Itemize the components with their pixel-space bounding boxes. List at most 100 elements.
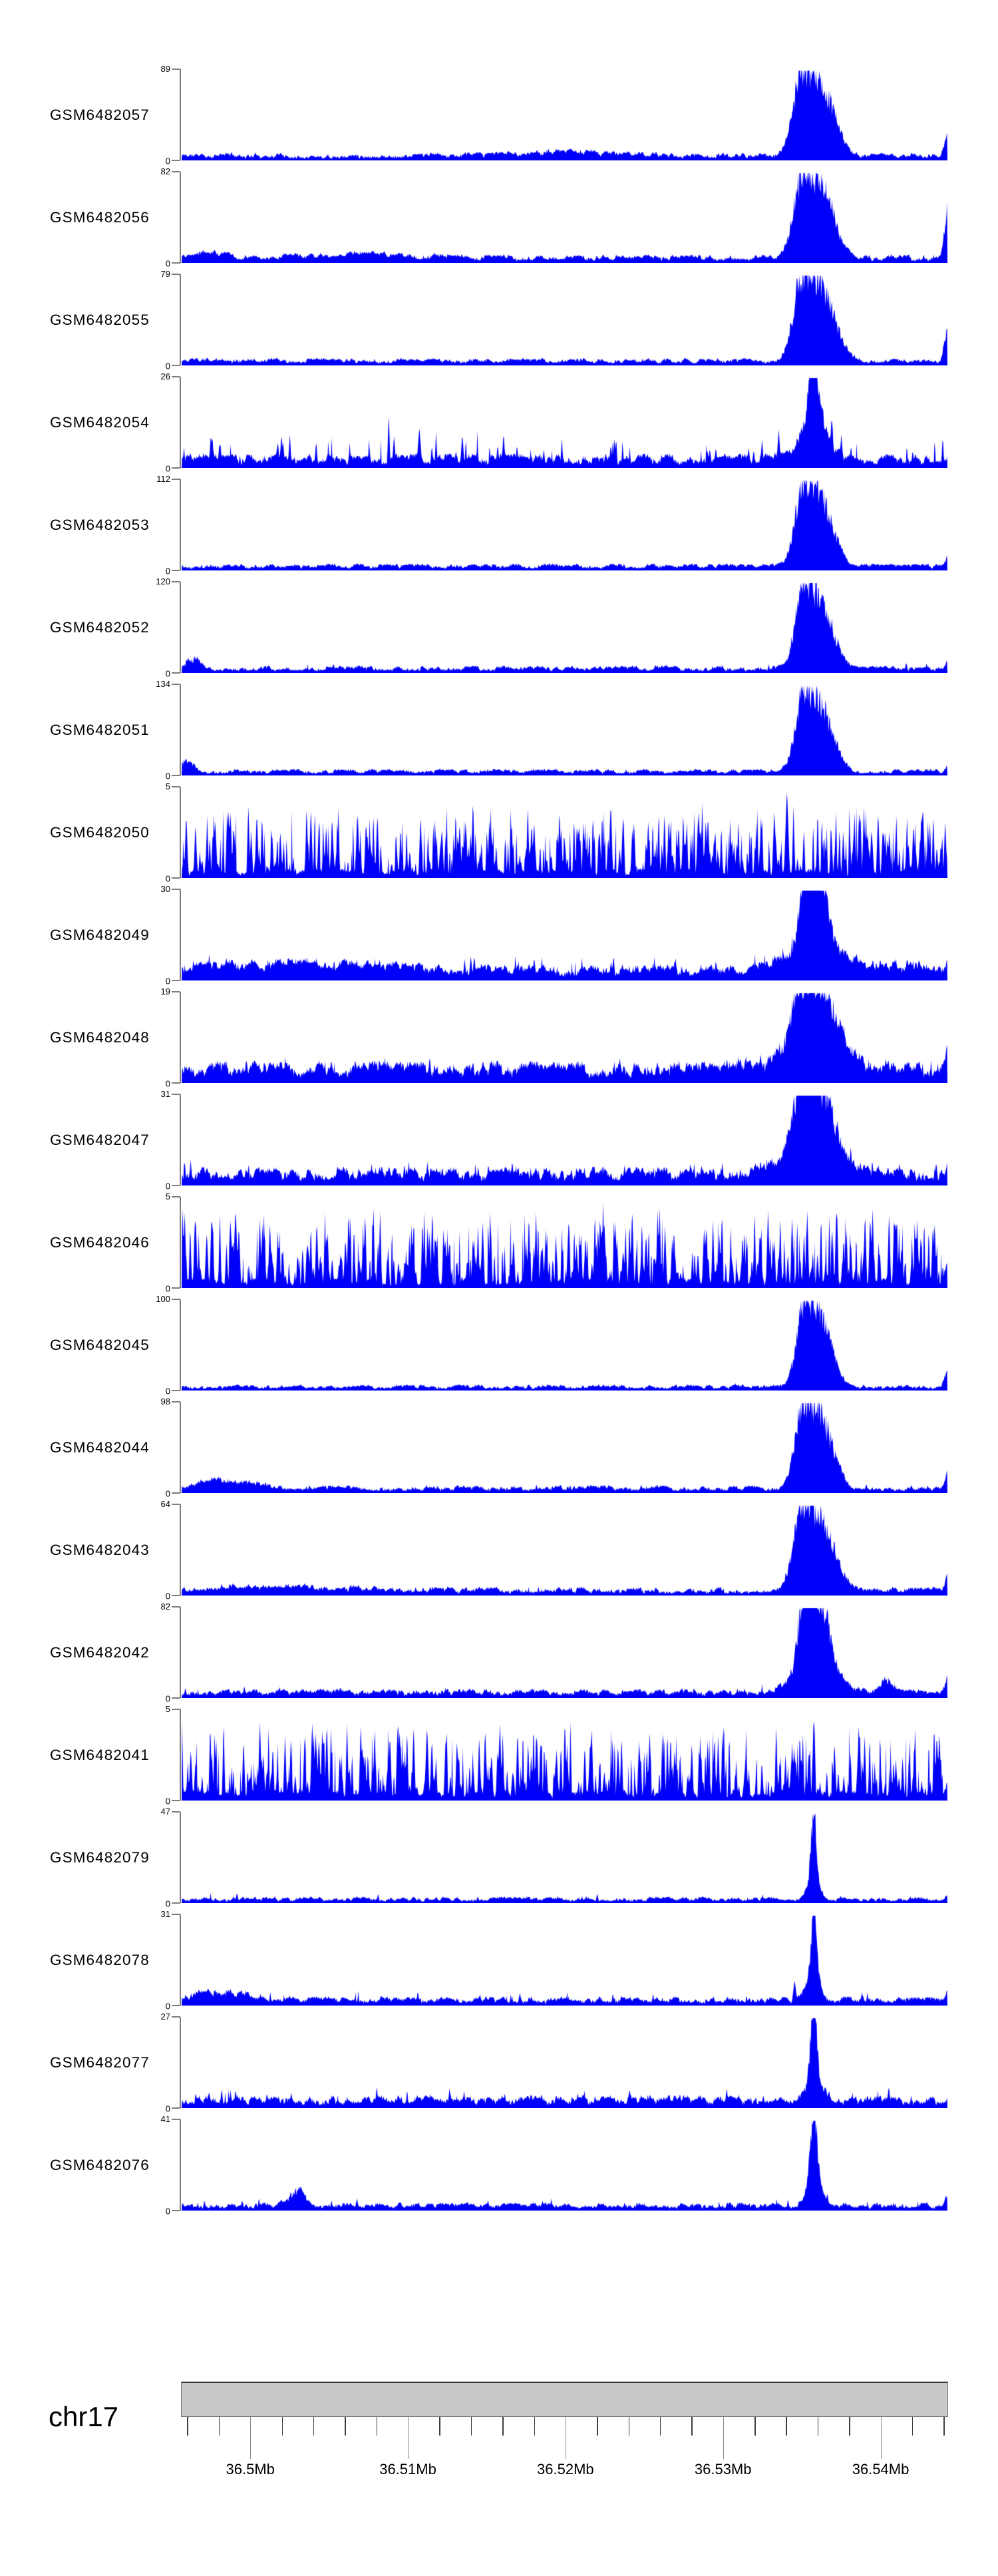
y-axis-max-label: 5: [165, 781, 170, 791]
y-axis-max-label: 89: [160, 63, 170, 74]
y-axis-top-tick: [172, 1094, 180, 1095]
track-row: GSM6482051 134 0: [0, 679, 998, 781]
track-label: GSM6482045: [50, 1336, 150, 1353]
signal-area-canvas: [182, 1914, 947, 2006]
y-axis-zero-label: 0: [165, 1181, 170, 1191]
y-axis-zero-label: 0: [165, 361, 170, 371]
ruler-minor-tick: [313, 2417, 315, 2436]
track-row: GSM6482044 98 0: [0, 1396, 998, 1498]
track-label: GSM6482042: [50, 1643, 150, 1661]
signal-area-canvas: [182, 684, 947, 775]
track-row: GSM6482052 120 0: [0, 576, 998, 678]
y-axis-line: [180, 1709, 181, 1801]
y-axis-zero-label: 0: [165, 668, 170, 679]
ruler-minor-tick: [597, 2417, 598, 2436]
y-axis-zero-tick: [172, 1800, 180, 1801]
y-axis-line: [180, 582, 181, 673]
y-axis-top-tick: [172, 991, 180, 992]
y-axis-zero-label: 0: [165, 771, 170, 781]
track-label: GSM6482049: [50, 926, 150, 943]
track-label: GSM6482077: [50, 2053, 150, 2071]
y-axis-line: [180, 172, 181, 263]
track-row: GSM6482041 5 0: [0, 1704, 998, 1806]
y-axis-max-label: 47: [160, 1806, 170, 1817]
y-axis-zero-label: 0: [165, 1796, 170, 1807]
y-axis-line: [180, 2119, 181, 2211]
y-axis-top-tick: [172, 1504, 180, 1505]
track-label: GSM6482076: [50, 2156, 150, 2173]
track-label: GSM6482041: [50, 1746, 150, 1763]
track-label: GSM6482043: [50, 1541, 150, 1558]
y-axis-zero-label: 0: [165, 566, 170, 576]
track-label: GSM6482056: [50, 208, 150, 226]
y-axis-top-tick: [172, 1606, 180, 1608]
ruler-minor-tick: [439, 2417, 440, 2436]
track-row: GSM6482043 64 0: [0, 1499, 998, 1601]
signal-area-canvas: [182, 1197, 947, 1288]
signal-area-canvas: [182, 377, 947, 468]
track-row: GSM6482077 27 0: [0, 2012, 998, 2113]
track-row: GSM6482045 100 0: [0, 1294, 998, 1396]
ruler-minor-tick: [659, 2417, 661, 2436]
y-axis-zero-label: 0: [165, 2206, 170, 2217]
y-axis-line: [180, 787, 181, 878]
signal-area-canvas: [182, 1299, 947, 1391]
track-row: GSM6482056 82 0: [0, 166, 998, 268]
y-axis-line: [180, 1504, 181, 1596]
y-axis-max-label: 120: [156, 576, 170, 586]
y-axis-max-label: 82: [160, 166, 170, 176]
y-axis-max-label: 98: [160, 1396, 170, 1406]
y-axis-zero-label: 0: [165, 156, 170, 166]
y-axis-zero-tick: [172, 877, 180, 879]
track-row: GSM6482049 30 0: [0, 884, 998, 986]
y-axis-top-tick: [172, 1914, 180, 1915]
ruler-coordinate-label: 36.53Mb: [694, 2461, 752, 2477]
y-axis-zero-label: 0: [165, 258, 170, 269]
signal-area-canvas: [182, 582, 947, 673]
track-label: GSM6482057: [50, 106, 150, 123]
ruler-minor-tick: [470, 2417, 472, 2436]
ruler-minor-tick: [502, 2417, 504, 2436]
track-label: GSM6482048: [50, 1028, 150, 1046]
y-axis-zero-label: 0: [165, 463, 170, 474]
y-axis-max-label: 31: [160, 1908, 170, 1919]
y-axis-zero-label: 0: [165, 1078, 170, 1089]
signal-area-canvas: [182, 1709, 947, 1801]
ruler-minor-tick: [628, 2417, 630, 2436]
track-label: GSM6482051: [50, 721, 150, 738]
y-axis-zero-tick: [172, 365, 180, 366]
signal-area-canvas: [182, 479, 947, 570]
y-axis-top-tick: [172, 581, 180, 582]
y-axis-line: [180, 274, 181, 365]
y-axis-top-tick: [172, 376, 180, 377]
ruler-minor-tick: [376, 2417, 378, 2436]
y-axis-zero-tick: [172, 775, 180, 776]
signal-area-canvas: [182, 1607, 947, 1698]
y-axis-line: [180, 992, 181, 1083]
track-row: GSM6482047 31 0: [0, 1089, 998, 1191]
ruler-minor-tick: [345, 2417, 346, 2436]
track-label: GSM6482078: [50, 1951, 150, 1968]
signal-area-canvas: [182, 172, 947, 263]
ruler-major-tick: [408, 2417, 409, 2459]
y-axis-top-tick: [172, 684, 180, 685]
y-axis-zero-label: 0: [165, 1488, 170, 1499]
signal-area-canvas: [182, 274, 947, 365]
y-axis-zero-label: 0: [165, 976, 170, 986]
y-axis-zero-tick: [172, 2005, 180, 2006]
y-axis-line: [180, 1299, 181, 1391]
track-row: GSM6482042 82 0: [0, 1602, 998, 1703]
ruler-minor-tick: [943, 2417, 945, 2436]
y-axis-zero-tick: [172, 467, 180, 469]
track-row: GSM6482055 79 0: [0, 269, 998, 371]
y-axis-zero-tick: [172, 672, 180, 674]
track-label: GSM6482079: [50, 1848, 150, 1866]
y-axis-zero-tick: [172, 1902, 180, 1904]
y-axis-max-label: 134: [156, 678, 170, 689]
ruler-coordinate-label: 36.5Mb: [226, 2461, 275, 2477]
track-row: GSM6482053 112 0: [0, 474, 998, 576]
y-axis-top-tick: [172, 2016, 180, 2018]
y-axis-zero-tick: [172, 262, 180, 264]
y-axis-zero-tick: [172, 570, 180, 571]
